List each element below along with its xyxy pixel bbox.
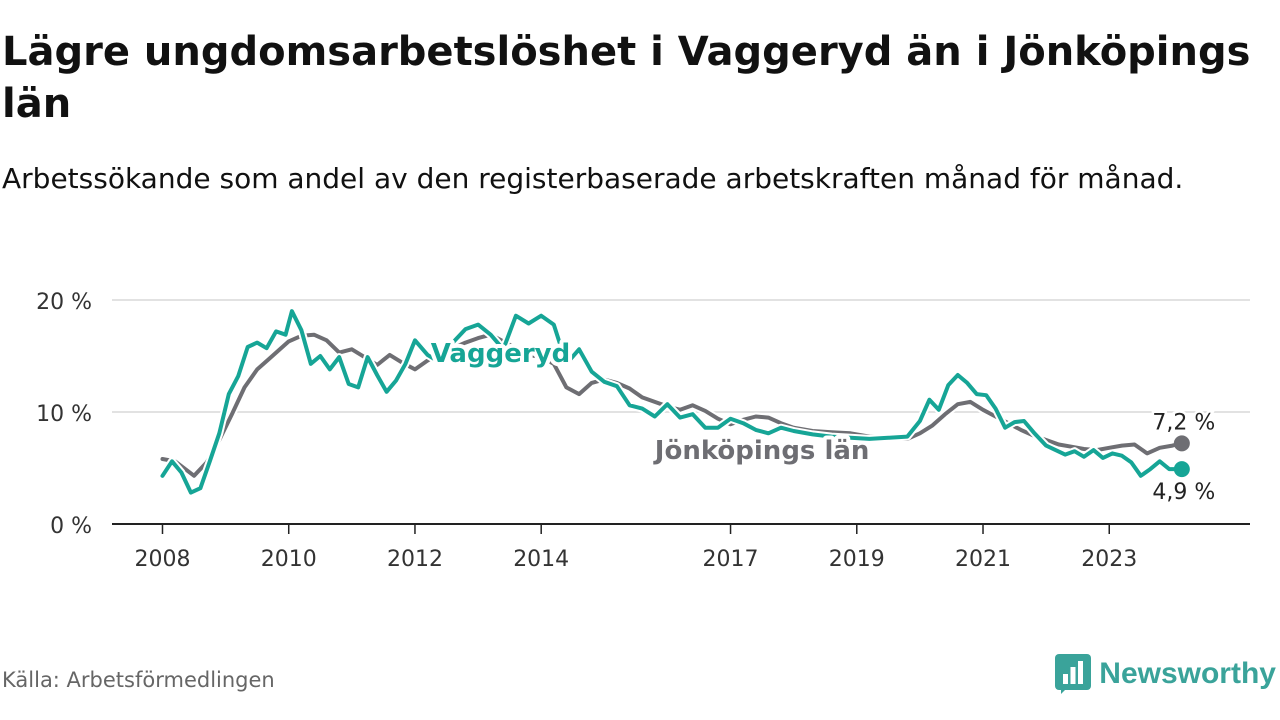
y-tick-label: 0 %: [50, 514, 92, 539]
series-label-jonkopings-lan: Jönköpings län: [653, 436, 870, 466]
end-label-vaggeryd: 4,9 %: [1152, 480, 1215, 505]
end-label-jonkopings-lan: 7,2 %: [1152, 410, 1215, 435]
chart-subtitle: Arbetssökande som andel av den registerb…: [2, 162, 1184, 195]
newsworthy-logo-icon: [1055, 654, 1092, 694]
chart-title: Lägre ungdomsarbetslöshet i Vaggeryd än …: [2, 29, 1251, 127]
x-tick-label: 2019: [829, 547, 885, 572]
source-note: Källa: Arbetsförmedlingen: [2, 668, 275, 692]
x-tick-label: 2008: [134, 547, 190, 572]
x-tick-label: 2021: [955, 547, 1011, 572]
x-tick-label: 2012: [387, 547, 443, 572]
series-line-vaggeryd: [160, 309, 1184, 495]
brand-name: Newsworthy: [1099, 657, 1276, 690]
end-point-vaggeryd: [1173, 461, 1190, 478]
y-tick-label: 10 %: [36, 402, 92, 427]
x-tick-label: 2010: [261, 547, 317, 572]
x-tick-label: 2014: [513, 547, 569, 572]
brand: Newsworthy: [1055, 652, 1276, 696]
series-label-vaggeryd: Vaggeryd: [431, 339, 570, 369]
y-tick-label: 20 %: [36, 290, 92, 315]
x-tick-label: 2023: [1081, 547, 1137, 572]
x-tick-label: 2017: [703, 547, 759, 572]
series-line-jonkopings-lan: [160, 332, 1184, 478]
end-point-jonkopings-lan: [1173, 435, 1190, 452]
